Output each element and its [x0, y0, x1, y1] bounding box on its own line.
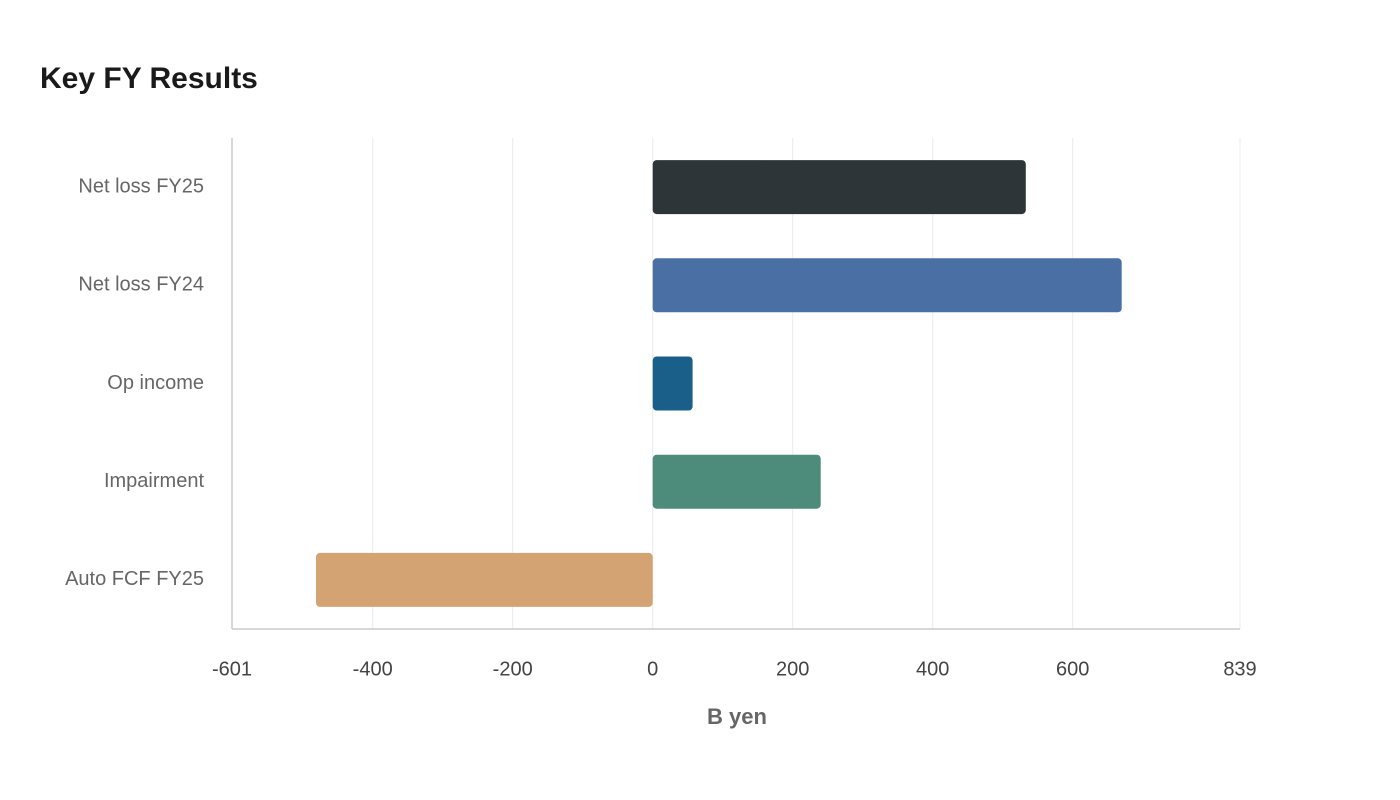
x-axis-label: B yen — [707, 704, 767, 729]
bar — [652, 160, 1026, 215]
bar — [652, 454, 821, 509]
y-tick-label: Op income — [107, 372, 204, 394]
x-tick-label: -400 — [353, 658, 393, 680]
x-tick-label: -200 — [493, 658, 533, 680]
x-tick-label: -601 — [212, 658, 252, 680]
bar — [316, 552, 653, 607]
x-tick-label: 600 — [1056, 658, 1089, 680]
x-tick-label: 0 — [647, 658, 658, 680]
bar — [652, 356, 693, 411]
y-tick-label: Net loss FY24 — [78, 274, 204, 296]
x-tick-label: 839 — [1223, 658, 1256, 680]
y-tick-label: Auto FCF FY25 — [65, 568, 204, 590]
x-tick-label: 200 — [776, 658, 809, 680]
y-tick-label: Impairment — [104, 470, 204, 492]
y-tick-label: Net loss FY25 — [78, 175, 204, 197]
x-tick-label: 400 — [916, 658, 949, 680]
bar — [652, 258, 1122, 313]
chart-title: Key FY Results — [40, 62, 258, 95]
